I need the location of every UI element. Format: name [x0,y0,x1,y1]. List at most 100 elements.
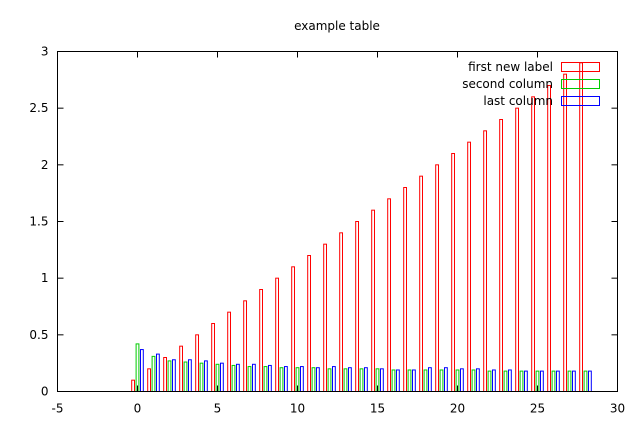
bar-second-26 [551,370,556,393]
bar-last-24 [524,370,528,393]
bar-last-5 [220,362,224,393]
bar-second-6 [231,364,236,392]
bar-first-15 [371,209,376,392]
bar-last-25 [540,370,544,393]
bar-second-4 [199,362,204,393]
bar-first-21 [467,141,472,392]
bar-first-28 [579,62,584,393]
y-tick-label: 3 [41,45,49,59]
bar-first-4 [195,334,199,392]
x-tick-label: 10 [290,402,305,416]
y-tick-label: 1.5 [29,215,48,229]
y-tick-label: 0.5 [29,328,48,342]
bar-first-2 [163,357,167,392]
bar-first-11 [307,255,312,392]
x-tick-label: 15 [370,402,385,416]
y-tick-label: 0 [41,385,49,399]
bar-last-3 [188,359,192,392]
bar-last-7 [252,363,256,392]
bar-last-22 [492,369,496,393]
legend-swatch [561,62,600,72]
bar-second-8 [263,366,268,393]
bar-first-27 [563,73,568,392]
bar-second-17 [407,369,412,393]
bar-last-17 [412,369,416,393]
bar-second-2 [167,360,172,392]
bar-last-9 [284,366,288,393]
bar-last-10 [300,366,304,393]
legend: first new label second column last column [462,60,600,108]
bar-first-25 [531,96,536,393]
y-axis: 0 0.5 1 1.5 2 2.5 3 [29,45,618,399]
legend-swatch [561,79,600,89]
bar-second-22 [487,370,492,393]
bar-first-13 [339,232,344,392]
bars-group [131,62,592,393]
bar-last-16 [396,369,400,393]
bar-last-18 [428,367,432,393]
bar-second-0 [135,343,140,392]
bar-last-0 [140,349,144,393]
bar-last-15 [380,368,384,392]
bar-second-21 [471,369,476,393]
bar-last-14 [364,367,368,393]
bar-second-1 [151,355,156,392]
bar-second-27 [567,370,572,393]
bar-last-26 [556,370,560,393]
y-tick-label: 2 [41,158,49,172]
bar-first-3 [179,345,183,393]
legend-swatch [561,96,600,106]
bar-first-5 [211,323,215,392]
x-tick-label: -5 [52,402,64,416]
bar-second-23 [503,370,508,393]
x-axis: -5 0 5 10 15 20 25 30 [52,51,625,416]
bar-last-13 [348,367,352,393]
bar-last-2 [172,359,176,392]
bar-last-19 [444,367,448,393]
bar-second-3 [183,361,188,392]
bar-second-18 [423,369,428,393]
bar-first-19 [435,164,440,392]
x-tick-label: 25 [530,402,545,416]
x-tick-label: 30 [610,402,625,416]
bar-second-9 [279,367,284,393]
bar-second-12 [327,368,332,392]
bar-first-26 [547,85,552,392]
bar-first-8 [259,289,264,392]
bar-second-14 [359,368,364,392]
y-tick-label: 2.5 [29,101,48,115]
bar-first-23 [499,119,504,392]
bar-last-1 [156,353,160,393]
bar-second-7 [247,366,252,393]
bar-last-23 [508,369,512,393]
bar-first-9 [275,277,280,393]
bar-first-6 [227,311,231,393]
bar-first-24 [515,107,520,392]
bar-first-14 [355,221,360,392]
bar-first-1 [147,368,151,392]
bar-second-19 [439,369,444,393]
bar-last-21 [476,368,480,392]
bar-first-22 [483,130,488,393]
bar-first-18 [419,175,424,392]
legend-label: second column [462,77,553,91]
bar-second-16 [391,369,396,393]
chart-title: example table [294,19,380,33]
bar-first-7 [243,300,247,392]
bar-first-16 [387,198,392,392]
bar-last-6 [236,363,240,392]
x-tick-label: 20 [450,402,465,416]
x-tick-label: 5 [214,402,222,416]
bar-first-17 [403,187,408,392]
bar-last-28 [588,370,592,393]
bar-last-27 [572,370,576,393]
bar-first-12 [323,243,328,392]
legend-label: first new label [468,60,553,74]
bar-second-11 [311,367,316,393]
x-tick-label: 0 [134,402,142,416]
bar-second-28 [583,370,588,393]
legend-label: last column [483,94,553,108]
bar-first-20 [451,153,456,392]
bar-first-0 [131,379,135,393]
